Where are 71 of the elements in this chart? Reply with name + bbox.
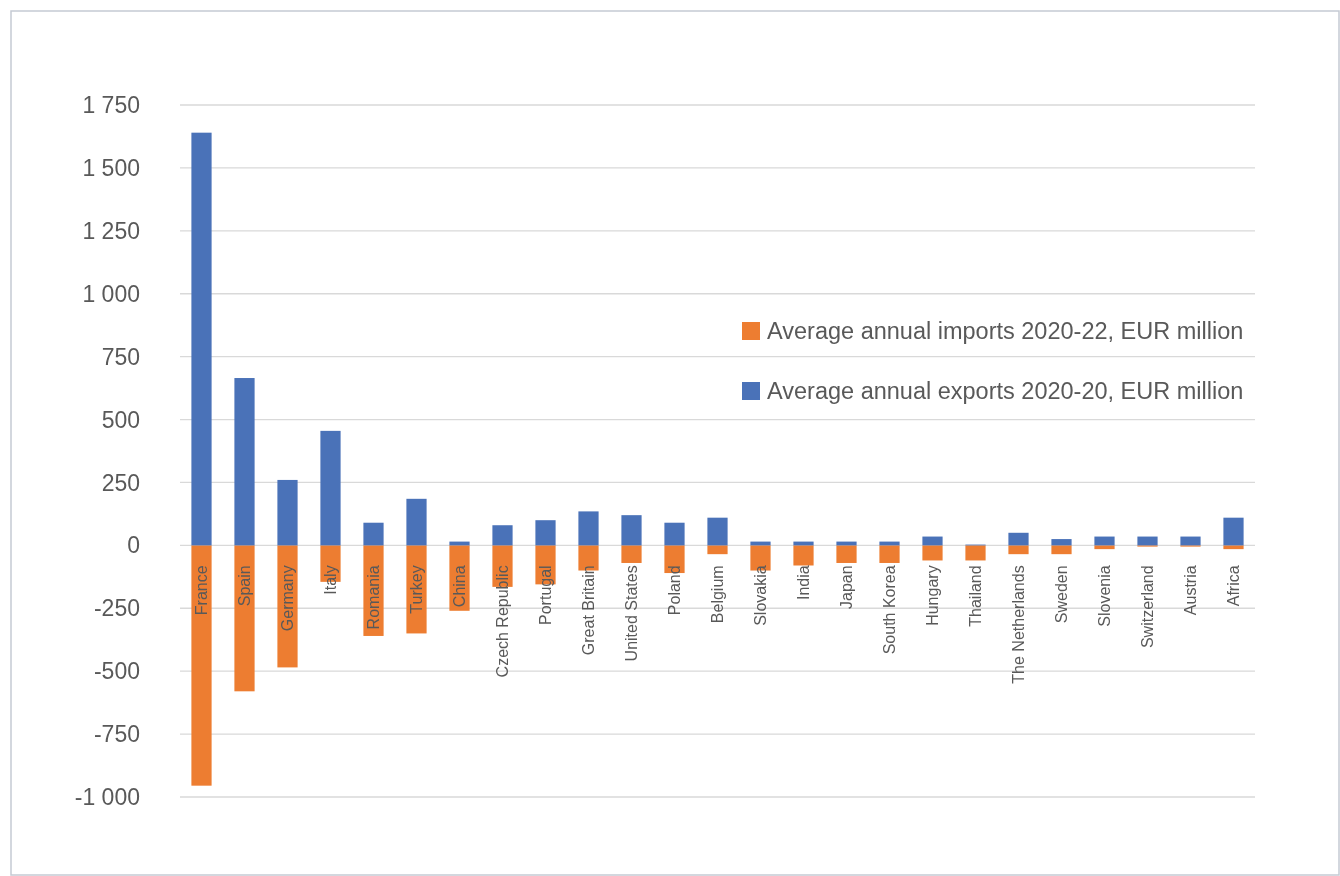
- x-tick-label: Slovenia: [1096, 565, 1114, 627]
- bar: [1180, 536, 1201, 546]
- y-tick-label: -1 000: [74, 784, 140, 811]
- y-tick-label: 1 250: [82, 217, 140, 244]
- x-tick-label: Italy: [322, 565, 340, 595]
- bar: [1223, 517, 1244, 546]
- bar: [1051, 539, 1072, 546]
- x-tick-label: Switzerland: [1139, 565, 1157, 649]
- x-tick-label: Great Britain: [580, 565, 598, 656]
- bar: [234, 378, 255, 546]
- bar: [535, 520, 556, 546]
- bar: [664, 522, 685, 546]
- x-tick-label: Portugal: [537, 565, 555, 625]
- bar: [965, 545, 986, 561]
- y-tick-label: 1 500: [82, 154, 140, 181]
- x-tick-label: Spain: [236, 565, 254, 607]
- bar: [1137, 536, 1158, 546]
- x-tick-label: Hungary: [924, 565, 942, 626]
- y-tick-label: 0: [127, 532, 140, 559]
- x-tick-label: Belgium: [709, 565, 727, 624]
- y-tick-label: -750: [93, 721, 140, 748]
- x-tick-label: Africa: [1225, 565, 1243, 607]
- x-tick-label: Thailand: [967, 565, 985, 627]
- bar: [578, 511, 599, 546]
- bar: [191, 132, 212, 546]
- x-tick-label: South Korea: [881, 565, 899, 655]
- x-tick-label: The Netherlands: [1010, 565, 1028, 684]
- x-tick-label: Poland: [666, 565, 684, 616]
- bar: [191, 545, 212, 786]
- bar: [1008, 532, 1029, 546]
- bar: [922, 536, 943, 546]
- bar: [277, 479, 298, 546]
- bar: [793, 545, 814, 566]
- x-tick-label: France: [193, 565, 211, 616]
- bar: [363, 522, 384, 546]
- bar: [1223, 545, 1244, 550]
- x-tick-label: China: [451, 565, 469, 608]
- bar: [1094, 536, 1115, 546]
- x-tick-label: Japan: [838, 565, 856, 609]
- x-tick-label: Germany: [279, 565, 297, 632]
- bar: [1008, 545, 1029, 555]
- bar: [879, 545, 900, 563]
- bar: [836, 545, 857, 563]
- y-tick-label: 750: [101, 343, 140, 370]
- legend-label: Average annual imports 2020-22, EUR million: [767, 318, 1244, 345]
- bar: [621, 545, 642, 563]
- y-tick-label: 500: [101, 406, 140, 433]
- x-tick-label: India: [795, 565, 813, 601]
- x-tick-label: Turkey: [408, 565, 426, 614]
- x-tick-label: United States: [623, 565, 641, 662]
- y-tick-label: 1 000: [82, 280, 140, 307]
- bar: [406, 498, 427, 546]
- bar: [1051, 545, 1072, 555]
- bar: [234, 545, 255, 692]
- bar: [320, 430, 341, 546]
- x-tick-label: Sweden: [1053, 565, 1071, 624]
- y-tick-label: -500: [93, 658, 140, 685]
- legend-label: Average annual exports 2020-20, EUR million: [767, 378, 1244, 405]
- x-tick-label: Czech Republic: [494, 565, 512, 678]
- x-tick-label: Romania: [365, 565, 383, 630]
- bar: [492, 525, 513, 546]
- bar: [621, 515, 642, 546]
- y-tick-label: 1 750: [82, 92, 140, 119]
- y-tick-label: -250: [93, 595, 140, 622]
- bar: [1094, 545, 1115, 550]
- bar: [707, 517, 728, 546]
- bar: [922, 545, 943, 561]
- x-tick-label: Austria: [1182, 565, 1200, 616]
- x-tick-label: Slovakia: [752, 565, 770, 626]
- bar: [707, 545, 728, 555]
- y-tick-label: 250: [101, 469, 140, 496]
